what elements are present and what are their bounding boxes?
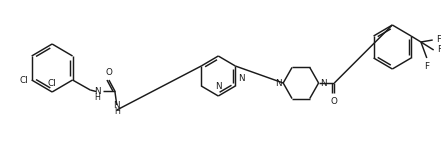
Text: O: O (331, 97, 338, 106)
Text: H: H (94, 92, 100, 101)
Text: N: N (94, 86, 101, 96)
Text: N: N (321, 78, 327, 87)
Text: F: F (424, 62, 429, 71)
Text: F: F (436, 35, 441, 45)
Text: Cl: Cl (48, 79, 56, 88)
Text: N: N (238, 74, 245, 83)
Text: N: N (215, 82, 221, 91)
Text: H: H (114, 107, 120, 117)
Text: F: F (437, 46, 441, 55)
Text: N: N (113, 101, 120, 111)
Text: N: N (275, 78, 281, 87)
Text: O: O (105, 68, 112, 77)
Text: Cl: Cl (19, 76, 28, 85)
